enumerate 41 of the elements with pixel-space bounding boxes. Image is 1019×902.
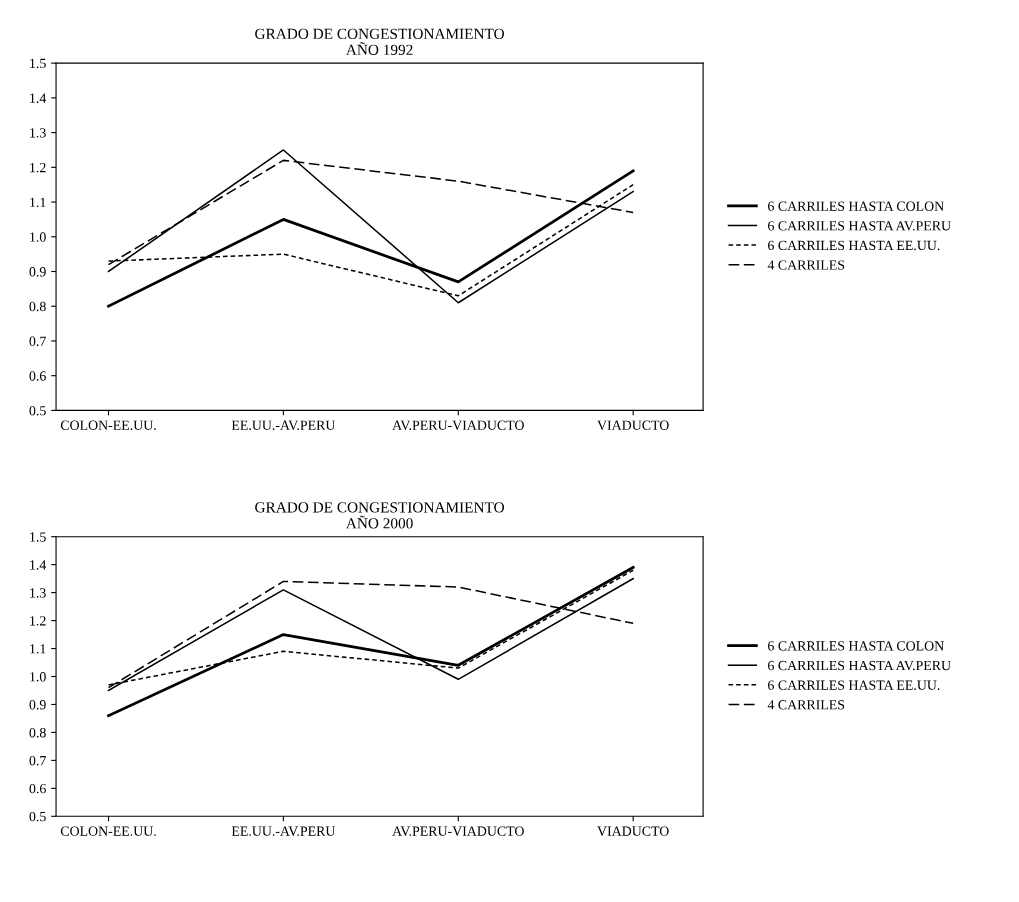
legend-label: 6 CARRILES HASTA COLON (768, 201, 944, 211)
chart-title: GRADO DE CONGESTIONAMIENTO AÑO 1992 (255, 28, 504, 55)
y-tick-label: 0.9 (29, 700, 46, 710)
x-tick-label: COLON-EE.UU. (60, 826, 156, 836)
legend-label: 6 CARRILES HASTA AV.PERU (768, 660, 951, 671)
y-tick-label: 1.5 (30, 532, 46, 542)
x-tick-label: VIADUCTO (597, 826, 669, 836)
y-tick-label: 0.7 (29, 336, 46, 346)
x-tick-label: EE.UU.-AV.PERU (231, 826, 336, 836)
y-tick-label: 1.4 (30, 560, 47, 570)
chart-title: GRADO DE CONGESTIONAMIENTO AÑO 2000 (255, 502, 504, 529)
y-tick-label: 1.3 (30, 588, 46, 598)
y-tick-label: 0.8 (29, 301, 46, 312)
x-tick-label: EE.UU.-AV.PERU (231, 420, 336, 430)
y-tick-label: 1.3 (30, 128, 46, 138)
y-tick-label: 0.8 (29, 728, 46, 738)
y-tick-label: 0.5 (29, 811, 46, 822)
legend-label: 4 CARRILES (767, 700, 845, 710)
y-tick-label: 1.1 (30, 644, 46, 654)
y-tick-label: 1.5 (30, 58, 46, 69)
y-tick-label: 1.0 (30, 232, 46, 242)
x-tick-label: COLON-EE.UU. (60, 420, 156, 430)
legend-label: 6 CARRILES HASTA EE.UU. (768, 680, 940, 690)
y-tick-label: 0.7 (29, 755, 46, 766)
y-tick-label: 0.6 (29, 783, 46, 794)
line-series (107, 149, 634, 304)
y-tick-label: 1.4 (30, 93, 47, 103)
x-tick-label: VIADUCTO (597, 420, 669, 430)
y-tick-label: 1.2 (30, 616, 46, 626)
legend-label: 6 CARRILES HASTA AV.PERU (768, 221, 951, 231)
y-tick-label: 1.0 (30, 672, 46, 682)
y-tick-label: 0.9 (29, 267, 46, 277)
y-tick-label: 1.2 (30, 162, 46, 173)
legend-label: 6 CARRILES HASTA EE.UU. (768, 240, 940, 251)
x-tick-label: AV.PERU-VIADUCTO (392, 826, 524, 836)
y-tick-label: 1.1 (30, 197, 46, 208)
y-tick-label: 0.5 (29, 405, 46, 416)
legend-label: 4 CARRILES (767, 260, 845, 270)
y-tick-label: 0.6 (29, 371, 46, 381)
legend-label: 6 CARRILES HASTA COLON (768, 641, 944, 651)
x-tick-label: AV.PERU-VIADUCTO (392, 420, 524, 430)
